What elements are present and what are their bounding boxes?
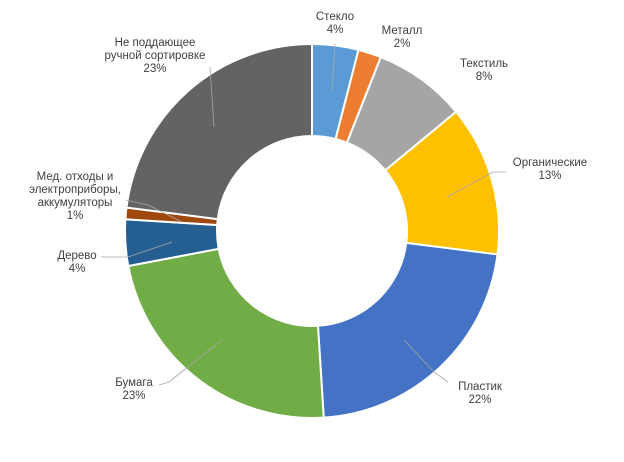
data-label-percent: 22% [468, 394, 491, 406]
data-label: Металл 2% [382, 25, 423, 50]
data-label-name: Дерево [57, 250, 96, 262]
leader-line [158, 339, 223, 386]
data-label: Бумага 23% [115, 377, 153, 402]
data-label: Не поддающее ручной сортировке 23% [105, 37, 206, 75]
data-label-name: аккумуляторы [38, 197, 113, 209]
leader-line [403, 339, 449, 383]
data-label-name: Не поддающее [115, 37, 196, 49]
donut-slice [316, 241, 499, 419]
data-label-name: Мед. отходы и [37, 171, 114, 183]
data-label-percent: 4% [327, 24, 344, 36]
leader-lines-layer [101, 43, 506, 386]
data-label-percent: 13% [538, 170, 561, 182]
data-label-percent: 4% [69, 263, 86, 275]
donut-slice [125, 42, 313, 221]
leader-line [446, 171, 506, 198]
data-label-name: Пластик [458, 381, 503, 393]
data-label: Стекло 4% [316, 11, 354, 36]
data-label-percent: 8% [476, 71, 493, 83]
data-label: Дерево 4% [57, 250, 96, 275]
labels-layer: Стекло 4% Металл 2%Текстиль 8%Органические 13… [29, 11, 587, 406]
data-label: Пластик 22% [458, 381, 503, 406]
data-label-percent: 23% [122, 390, 145, 402]
data-label-name: Бумага [115, 377, 153, 389]
donut-slice [127, 247, 325, 419]
slices-layer [124, 42, 500, 419]
data-label: Органические 13% [513, 157, 587, 182]
data-label: Текстиль 8% [460, 58, 508, 83]
leader-line [331, 43, 336, 91]
leader-line [125, 199, 181, 222]
data-label-percent: 23% [143, 63, 166, 75]
data-label-percent: 2% [394, 38, 411, 50]
leader-line [101, 241, 173, 258]
data-label-name: электроприборы, [29, 184, 121, 196]
data-label-percent: 1% [67, 210, 84, 222]
data-label-name: ручной сортировке [105, 50, 206, 62]
data-label-name: Текстиль [460, 58, 508, 70]
data-label-name: Стекло [316, 11, 354, 23]
data-label-name: Органические [513, 157, 587, 169]
data-label-name: Металл [382, 25, 423, 37]
data-label: Мед. отходы и электроприборы, аккумуляторы… [29, 171, 121, 222]
leader-line [209, 66, 215, 128]
